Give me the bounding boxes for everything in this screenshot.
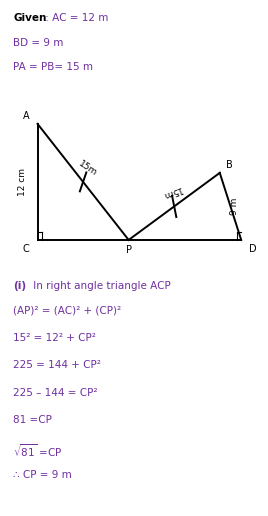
Text: BD = 9 m: BD = 9 m [13, 38, 64, 47]
Text: $\sqrt{81}$ =CP: $\sqrt{81}$ =CP [13, 442, 63, 459]
Text: (AP)² = (AC)² + (CP)²: (AP)² = (AC)² + (CP)² [13, 305, 121, 315]
Text: 15m: 15m [77, 159, 98, 179]
Text: : AC = 12 m: : AC = 12 m [42, 13, 108, 23]
Text: Given: Given [13, 13, 47, 23]
Text: A: A [23, 111, 29, 121]
Text: 225 = 144 + CP²: 225 = 144 + CP² [13, 360, 101, 370]
Text: B: B [226, 160, 233, 170]
Text: 12 cm: 12 cm [18, 168, 27, 196]
Text: 9 m: 9 m [230, 198, 239, 215]
Text: ∴ CP = 9 m: ∴ CP = 9 m [13, 470, 72, 479]
Text: D: D [249, 244, 257, 254]
Text: (i): (i) [13, 281, 27, 291]
Text: In right angle triangle ACP: In right angle triangle ACP [30, 281, 171, 291]
Text: C: C [23, 244, 29, 254]
Text: PA = PB= 15 m: PA = PB= 15 m [13, 62, 94, 72]
Text: 81 =CP: 81 =CP [13, 415, 52, 425]
Text: 15m: 15m [160, 184, 183, 200]
Text: P: P [126, 245, 132, 255]
Text: 225 – 144 = CP²: 225 – 144 = CP² [13, 388, 98, 397]
Text: 15² = 12² + CP²: 15² = 12² + CP² [13, 333, 96, 343]
